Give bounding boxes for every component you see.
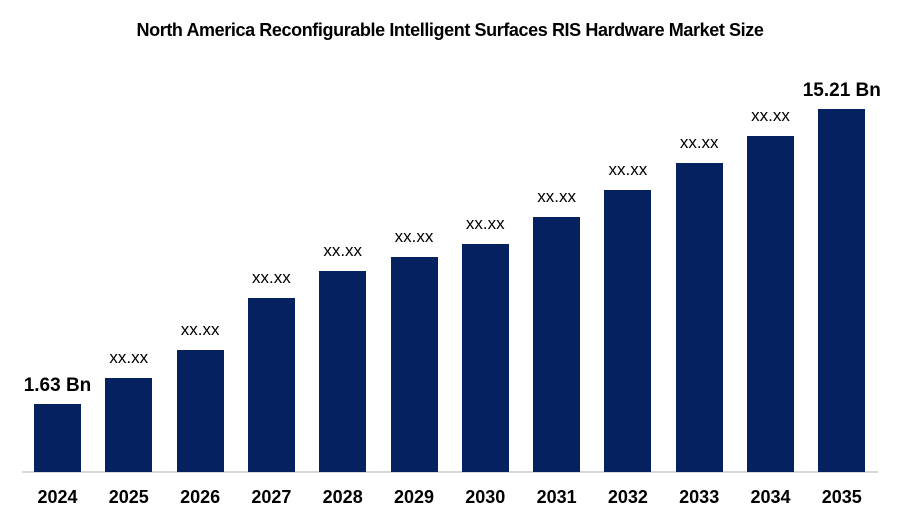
bar-2030	[461, 244, 509, 472]
bar-2035	[818, 109, 866, 472]
bar-2031	[533, 217, 581, 472]
bar-2034	[747, 136, 794, 472]
bar-value-label-2034: xx.xx	[751, 106, 790, 126]
bar-value-label-2027: xx.xx	[252, 268, 291, 288]
bar-2025	[105, 378, 153, 472]
x-axis-label-2035: 2035	[821, 487, 862, 507]
bar-2027	[247, 298, 295, 472]
x-axis-label-2031: 2031	[536, 487, 577, 507]
x-axis-label-2034: 2034	[750, 487, 791, 507]
bar-value-label-2028: xx.xx	[323, 241, 363, 261]
bar-value-label-2035: 15.21 Bn	[802, 80, 881, 102]
x-axis-label-2024: 2024	[37, 487, 78, 507]
bar-2033	[675, 163, 723, 472]
x-axis-label-2029: 2029	[393, 487, 435, 507]
x-axis-line	[22, 471, 878, 473]
bar-value-label-2031: xx.xx	[537, 187, 576, 207]
chart-title: North America Reconfigurable Intelligent…	[136, 20, 764, 40]
x-axis-label-2033: 2033	[679, 487, 720, 507]
bar-2029	[390, 257, 438, 472]
x-axis-label-2028: 2028	[322, 487, 363, 507]
x-axis-label-2025: 2025	[108, 487, 149, 507]
bar-2026	[176, 350, 224, 472]
bar-value-label-2026: xx.xx	[180, 320, 220, 340]
x-axis-label-2027: 2027	[251, 487, 292, 507]
bar-2028	[319, 271, 367, 472]
x-axis-label-2030: 2030	[465, 487, 506, 507]
bar-2032	[604, 190, 652, 472]
bar-value-label-2029: xx.xx	[394, 227, 434, 247]
bar-2024	[34, 404, 81, 472]
bar-value-label-2032: xx.xx	[608, 160, 648, 180]
bar-value-label-2024: 1.63 Bn	[23, 375, 92, 397]
bar-value-label-2025: xx.xx	[109, 348, 149, 368]
bar-value-label-2030: xx.xx	[465, 214, 505, 234]
x-axis-label-2026: 2026	[180, 487, 221, 507]
x-axis-label-2032: 2032	[607, 487, 648, 507]
bar-value-label-2033: xx.xx	[679, 133, 719, 153]
